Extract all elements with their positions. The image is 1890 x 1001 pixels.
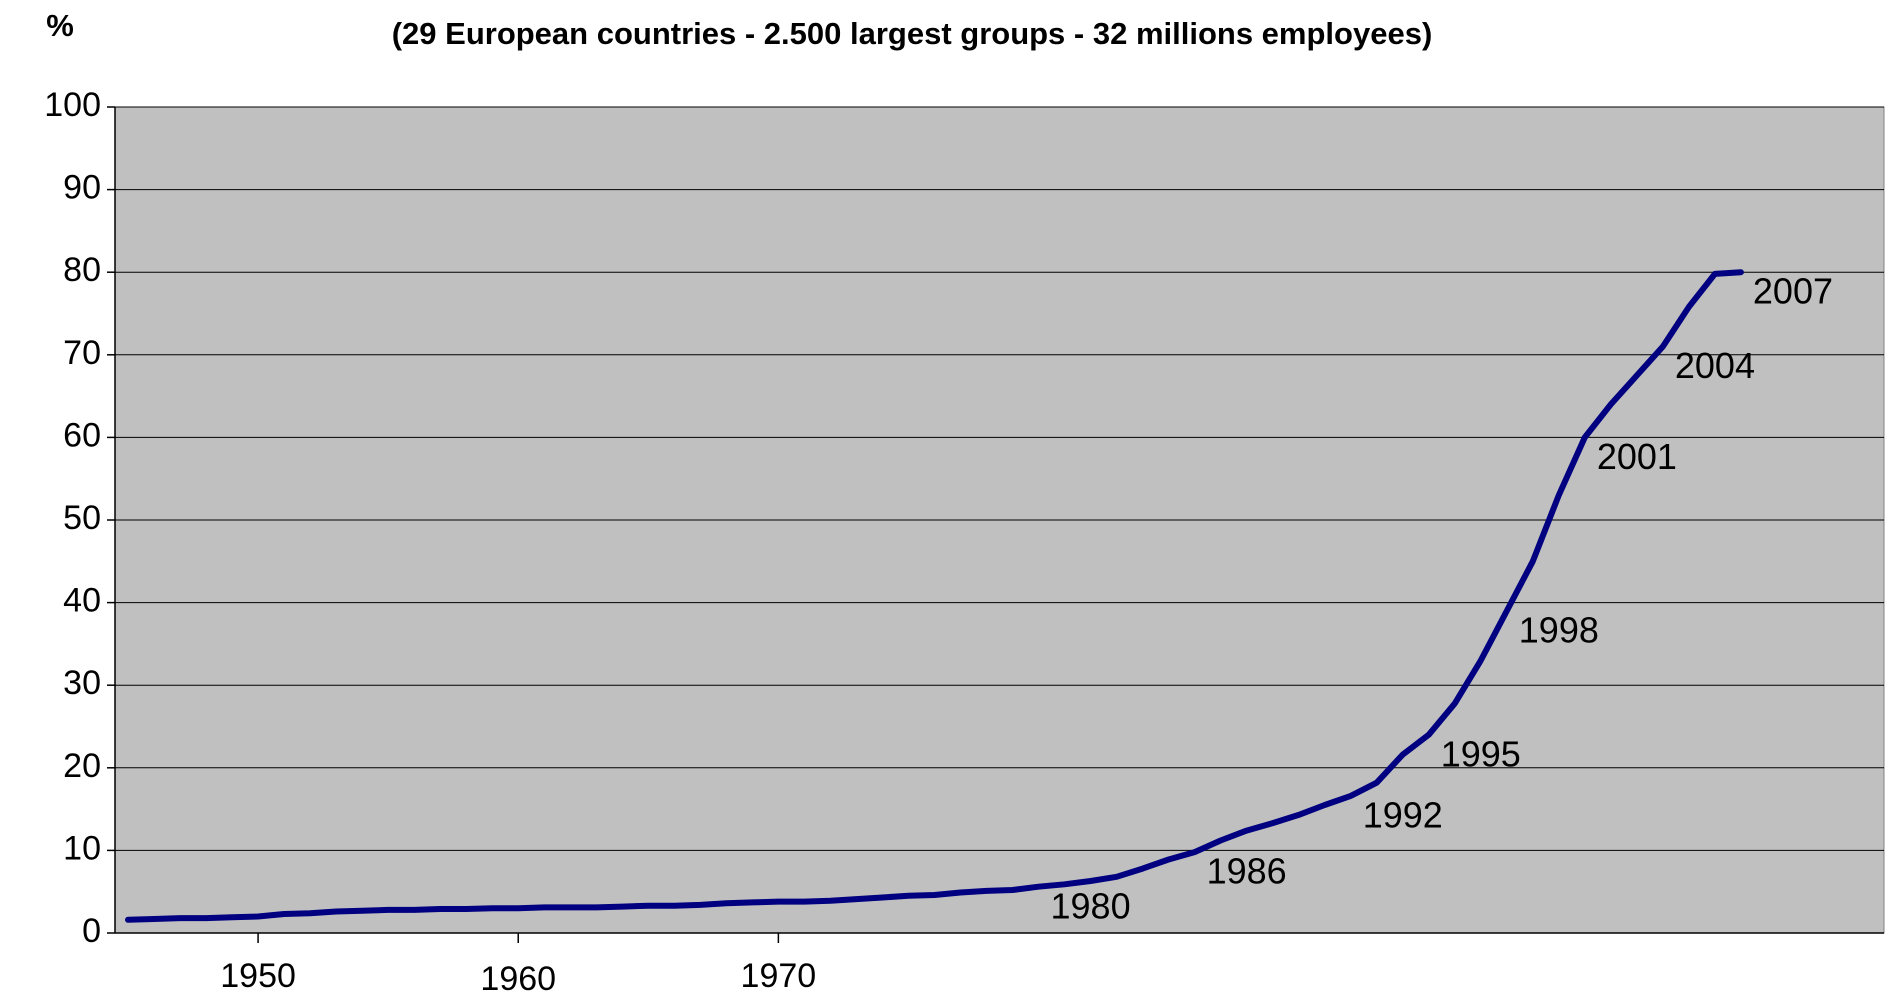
annotation: 2001 [1597,436,1677,477]
y-tick-label: 70 [63,334,101,372]
y-tick-label: 0 [82,912,101,950]
series-line [125,269,1744,923]
annotation: 1992 [1363,794,1443,835]
y-axis-label: % [46,8,74,43]
y-tick-label: 40 [63,582,101,620]
y-tick-label: 60 [63,416,101,454]
y-tick-label: 50 [63,499,101,537]
y-tick-label: 30 [63,664,101,702]
annotation: 2004 [1675,345,1755,386]
annotation: 2007 [1753,271,1833,312]
x-tick-label: 1960 [480,960,556,998]
x-tick-label: 1950 [220,957,296,995]
y-tick-label: 10 [63,829,101,867]
y-tick-label: 80 [63,251,101,289]
x-tick-label: 1970 [741,957,817,995]
chart-title: (29 European countries - 2.500 largest g… [392,16,1433,51]
annotation: 1995 [1441,733,1521,774]
y-tick-label: 100 [44,86,101,124]
annotation: 1986 [1207,851,1287,892]
y-tick-label: 20 [63,747,101,785]
annotation: 1980 [1051,885,1131,926]
y-tick-label: 90 [63,169,101,207]
annotation: 1998 [1519,609,1599,650]
